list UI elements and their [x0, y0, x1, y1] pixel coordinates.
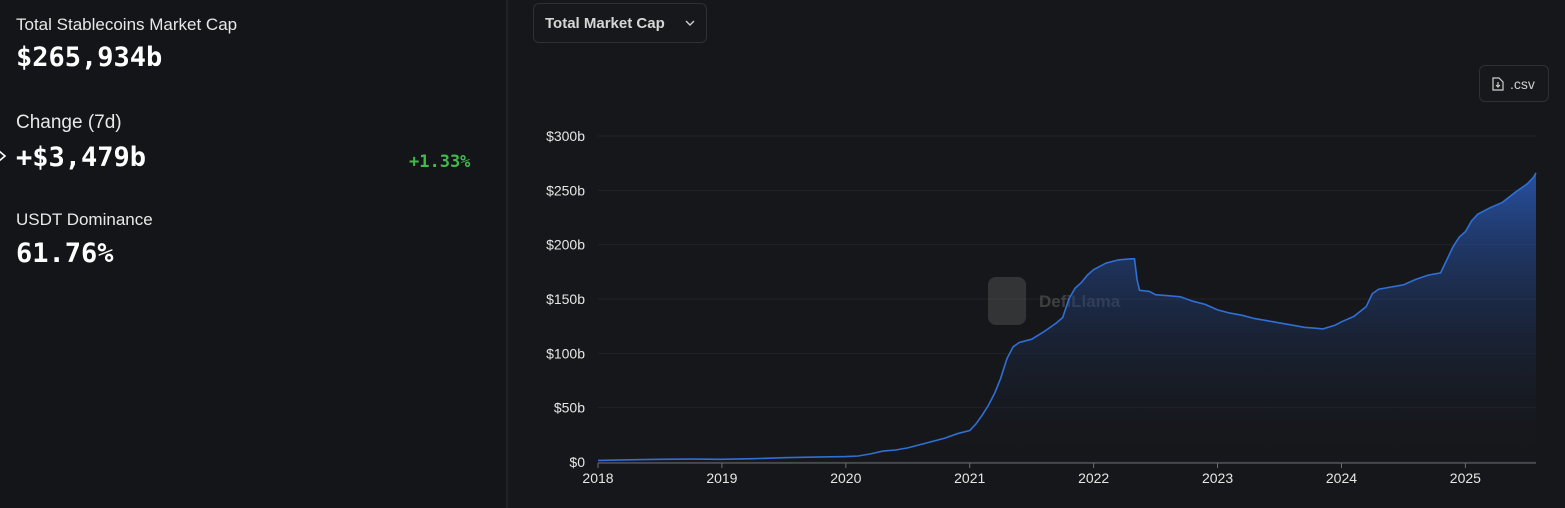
defillama-logo-icon: [988, 277, 1026, 325]
y-tick-label: $250b: [546, 182, 585, 198]
market-cap-value: $265,934b: [16, 42, 163, 73]
dominance-label: USDT Dominance: [16, 210, 153, 229]
x-tick-label: 2021: [954, 470, 985, 486]
x-tick-label: 2024: [1326, 470, 1357, 486]
x-tick-label: 2023: [1202, 470, 1233, 486]
y-tick-label: $200b: [546, 237, 585, 253]
market-cap-area: [598, 172, 1536, 462]
dominance-value: 61.76%: [16, 238, 114, 269]
download-csv-button[interactable]: .csv: [1479, 65, 1549, 102]
y-tick-label: $300b: [546, 128, 585, 144]
market-cap-line: [597, 172, 1537, 462]
csv-label: .csv: [1510, 76, 1535, 92]
stats-panel: Total Stablecoins Market Cap $265,934b C…: [0, 0, 506, 508]
change-percent: +1.33%: [409, 152, 471, 172]
axes: $0 $50b $100b $150b $200b $250b $300b 2018 2019 2…: [546, 128, 1536, 486]
chart-type-dropdown[interactable]: Total Market Cap: [533, 3, 707, 43]
x-tick-label: 2020: [830, 470, 861, 486]
x-tick-label: 2019: [706, 470, 737, 486]
y-tick-label: $50b: [554, 400, 585, 416]
chevron-down-icon: [685, 20, 695, 26]
x-tick-label: 2025: [1450, 470, 1481, 486]
change-value: +$3,479b: [16, 142, 147, 173]
download-file-icon: [1492, 77, 1504, 91]
chevron-right-icon[interactable]: [0, 150, 7, 162]
y-tick-label: $150b: [546, 291, 585, 307]
x-tick-label: 2018: [582, 470, 613, 486]
market-cap-label: Total Stablecoins Market Cap: [16, 15, 238, 34]
panel-divider: [506, 0, 508, 508]
x-tick-label: 2022: [1078, 470, 1109, 486]
market-cap-chart: DefiLlama $0$50b$100b$150b$200b$250b$300…: [546, 128, 1537, 486]
y-tick-label: $100b: [546, 345, 585, 361]
change-label: Change (7d): [16, 112, 122, 133]
y-tick-label: $0: [569, 454, 585, 470]
dropdown-label: Total Market Cap: [545, 15, 665, 32]
